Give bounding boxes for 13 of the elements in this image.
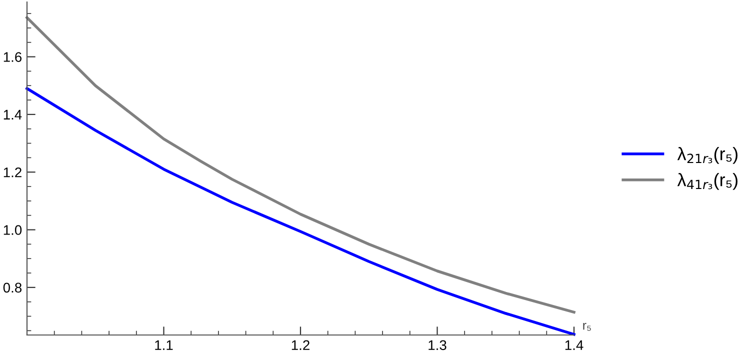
x-axis-title: r₅	[583, 322, 591, 331]
y-tick-label: 1.2	[4, 167, 22, 178]
legend-label: λ$_{21r₃}$(r₅)	[677, 147, 738, 164]
y-tick-label: 1.4	[4, 110, 22, 120]
x-tick-label: 1.4	[565, 340, 584, 350]
x-tick-label: 1.3	[428, 340, 446, 350]
y-tick-label: 1.6	[4, 52, 22, 62]
x-tick-label: 1.2	[292, 340, 310, 350]
legend-label: λ$_{41r₃}$(r₅)	[677, 173, 738, 190]
y-tick-label: 0.8	[3, 282, 22, 293]
x-tick-label: 1.1	[155, 340, 173, 350]
line-series	[26, 16, 576, 314]
y-tick-label: 1.0	[4, 225, 22, 235]
